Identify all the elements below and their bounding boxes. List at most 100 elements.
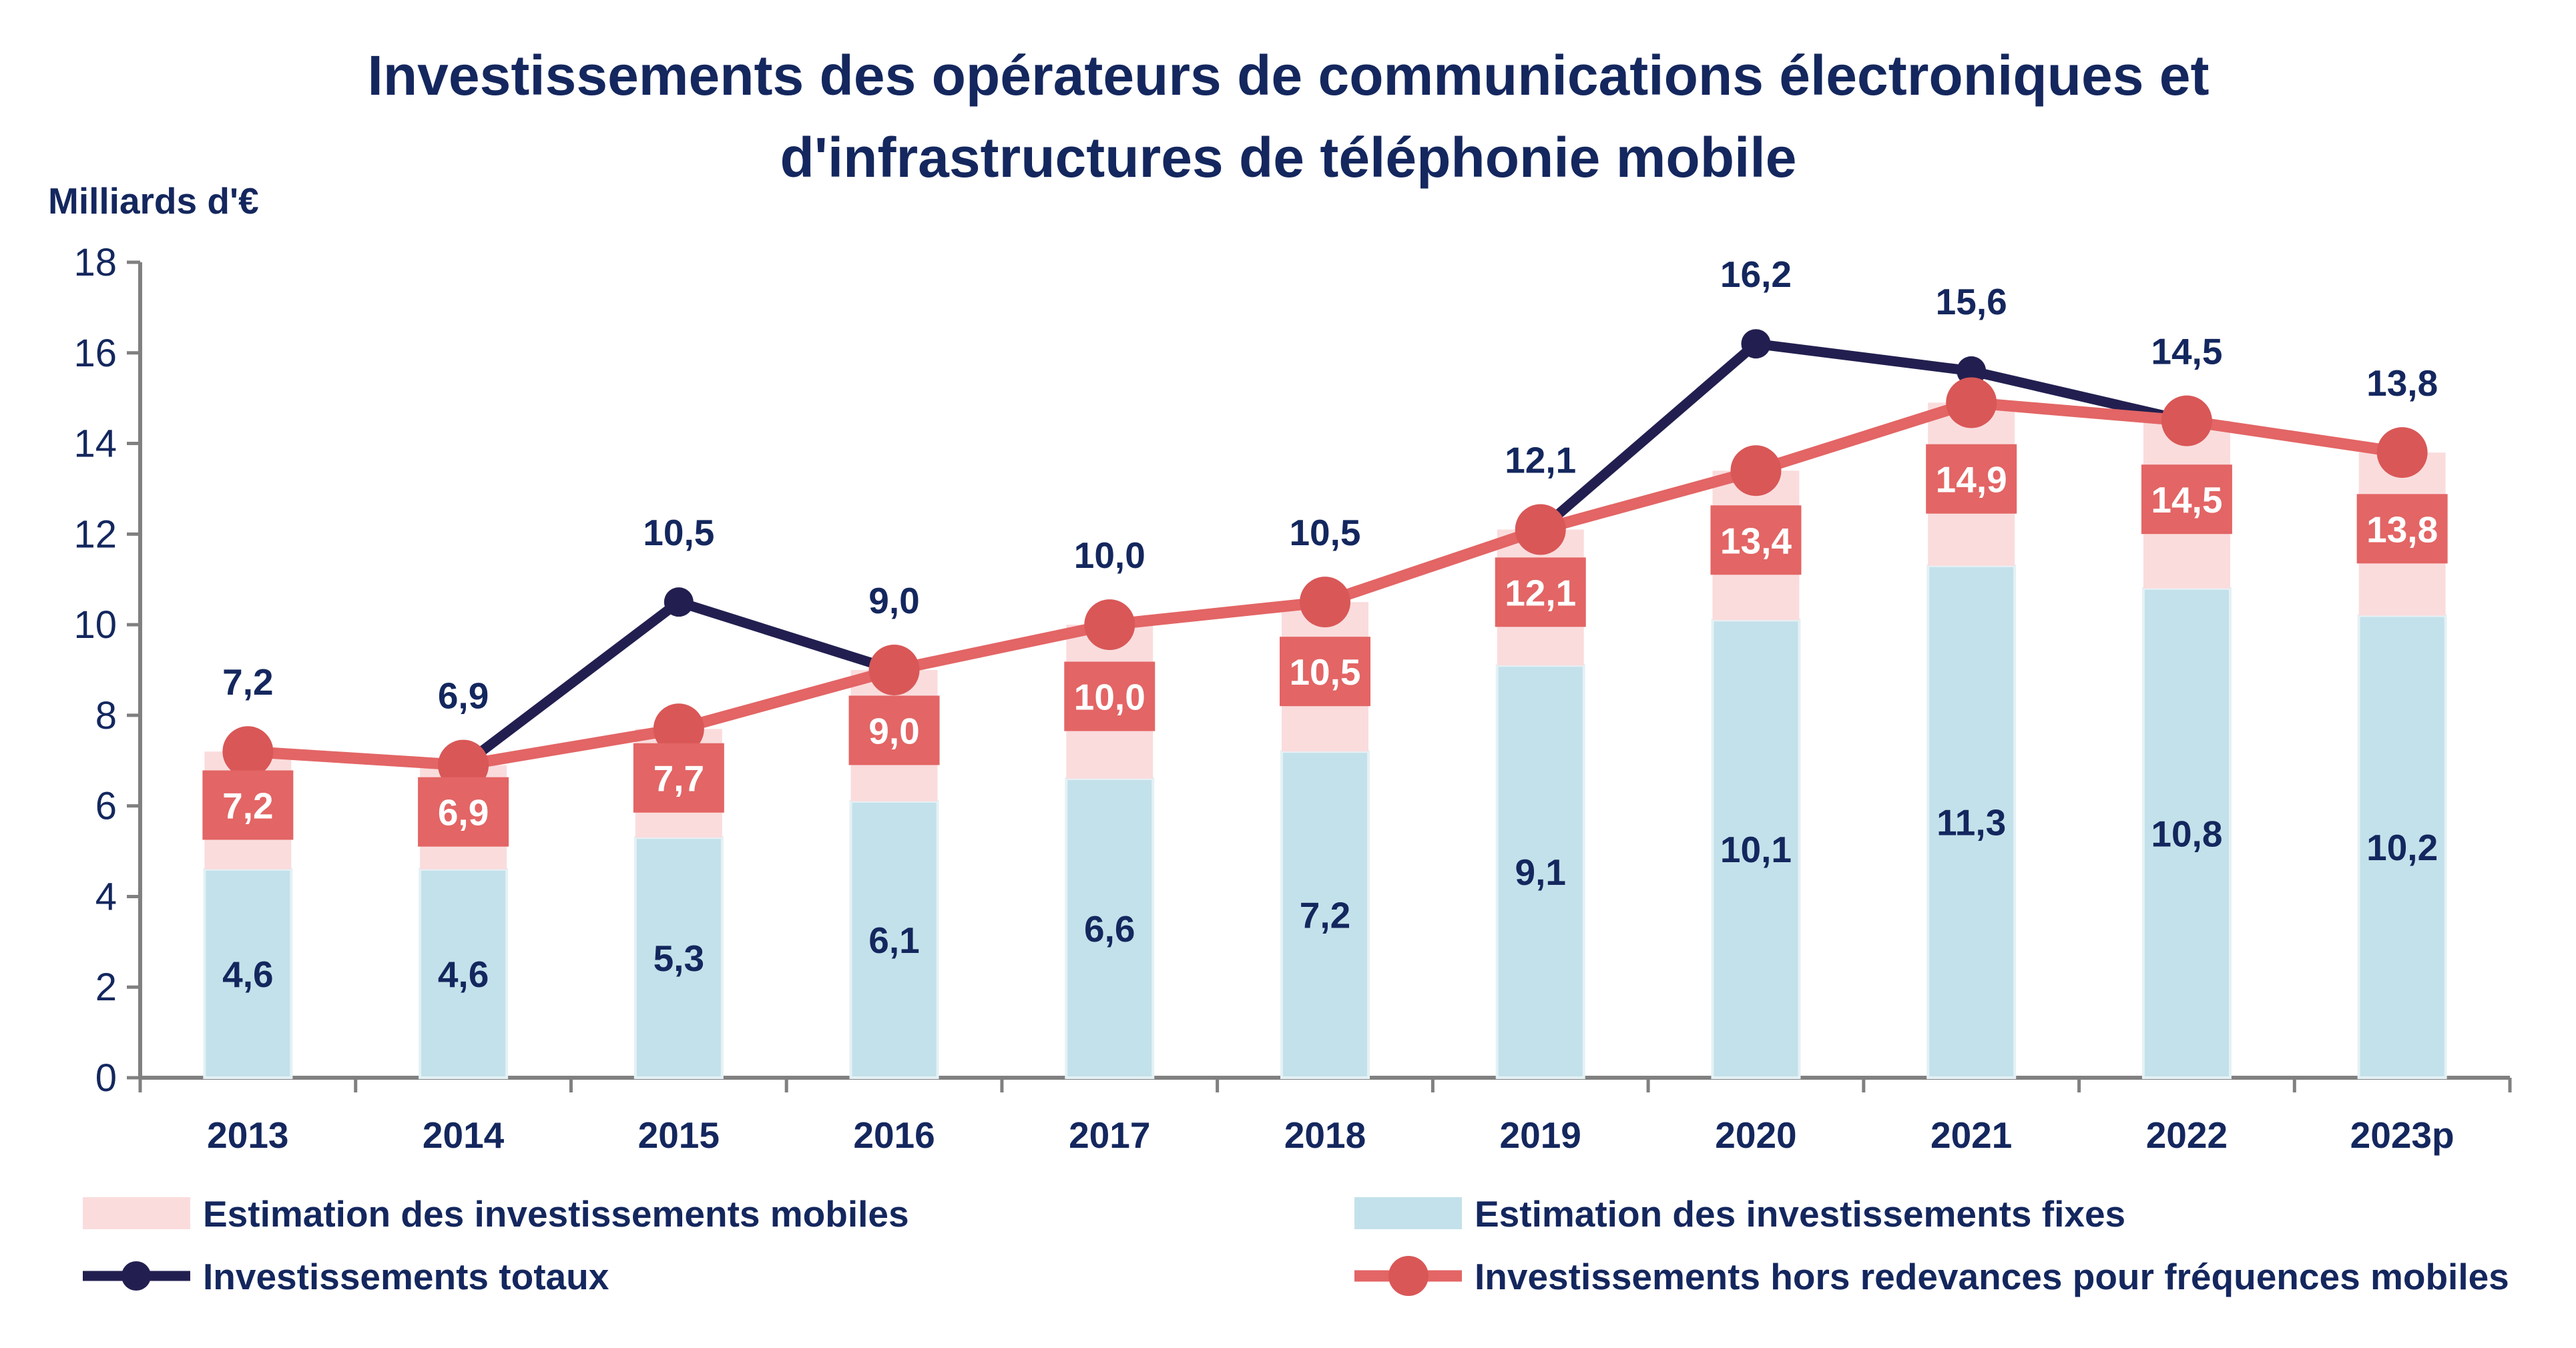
legend-marker-total	[121, 1261, 151, 1291]
hors-data-label: 14,5	[2151, 479, 2222, 521]
hors-label-box	[1926, 444, 2017, 514]
hors-point-2022	[2161, 395, 2212, 446]
hors-point-2021	[1946, 377, 1997, 428]
hors-data-label: 12,1	[1505, 572, 1576, 613]
fixed-data-label: 9,1	[1515, 852, 1565, 893]
hors-label-box	[418, 777, 509, 847]
total-data-label: 16,2	[1720, 254, 1792, 295]
chart-title-line-2: d'infrastructures de téléphonie mobile	[780, 126, 1797, 189]
fixed-data-label: 4,6	[438, 954, 489, 995]
total-data-label: 7,2	[222, 661, 273, 703]
legend-label-hors: Investissements hors redevances pour fré…	[1475, 1256, 2509, 1297]
legend-swatch-mobile	[83, 1197, 190, 1229]
hors-label-box	[2141, 464, 2232, 535]
bar-fixed-2023p	[2357, 614, 2447, 1079]
hors-label-box	[2356, 494, 2448, 564]
fixed-data-label: 6,1	[868, 920, 919, 961]
hors-point-2017	[1084, 599, 1135, 651]
total-data-label: 14,5	[2151, 331, 2222, 372]
legend: Estimation des investissements mobiles Es…	[83, 1193, 2509, 1297]
hors-point-2015	[653, 703, 704, 755]
total-data-label: 10,0	[1074, 535, 1145, 576]
hors-data-label: 10,0	[1074, 677, 1145, 718]
hors-point-2016	[868, 645, 920, 695]
x-tick-label: 2023p	[2350, 1114, 2455, 1156]
fixed-data-label: 6,6	[1084, 908, 1135, 950]
bar-fixed-2014	[419, 868, 509, 1079]
total-data-label: 6,9	[438, 675, 489, 717]
bar-fixed-2018	[1280, 750, 1370, 1079]
hors-point-2023p	[2376, 427, 2428, 478]
bar-fixed-2016	[849, 799, 939, 1080]
hors-point-2013	[222, 726, 274, 777]
x-tick-label: 2013	[207, 1114, 288, 1156]
y-tick-label: 4	[95, 875, 117, 918]
bar-fixed-2021	[1926, 564, 2017, 1079]
hors-label-box	[848, 695, 940, 765]
total-point-2020	[1741, 329, 1771, 359]
x-tick-label: 2020	[1715, 1114, 1796, 1156]
x-tick-label: 2017	[1069, 1114, 1150, 1156]
total-data-label: 12,1	[1505, 440, 1576, 481]
hors-label-box	[1495, 557, 1586, 627]
hors-data-label: 6,9	[438, 792, 489, 833]
hors-label-box	[1710, 505, 1802, 575]
x-tick-label: 2015	[638, 1114, 720, 1156]
legend-swatch-fixed	[1354, 1197, 1462, 1229]
fixed-data-label: 5,3	[654, 938, 704, 979]
total-data-label: 9,0	[868, 580, 919, 621]
x-tick-label: 2016	[853, 1114, 935, 1156]
total-point-2021	[1957, 356, 1987, 386]
bar-fixed-2019	[1495, 664, 1585, 1079]
fixed-data-label: 10,2	[2366, 827, 2438, 868]
x-tick-label: 2021	[1930, 1114, 2012, 1156]
total-data-label: 15,6	[1936, 281, 2007, 322]
y-tick-label: 14	[73, 422, 117, 466]
hors-point-2018	[1300, 577, 1350, 628]
hors-point-2020	[1730, 445, 1782, 496]
hors-label-box	[202, 770, 294, 840]
hors-data-label: 13,4	[1720, 520, 1792, 561]
fixed-data-label: 7,2	[1300, 895, 1350, 936]
y-tick-label: 0	[95, 1056, 117, 1100]
hors-data-label: 9,0	[868, 710, 919, 751]
bar-fixed-2015	[633, 836, 724, 1079]
total-data-label: 13,8	[2366, 362, 2438, 404]
hors-data-label: 10,5	[1289, 651, 1360, 693]
total-data-label: 10,5	[643, 512, 714, 553]
hors-point-2019	[1515, 504, 1566, 555]
fixed-data-label: 10,8	[2151, 813, 2222, 854]
fixed-data-label: 10,1	[1720, 829, 1792, 870]
hors-label-box	[1280, 637, 1370, 707]
legend-marker-hors	[1388, 1256, 1429, 1296]
bar-fixed-2013	[203, 868, 293, 1079]
hors-label-box	[1064, 661, 1155, 731]
x-tick-label: 2014	[423, 1114, 505, 1156]
hors-data-label: 7,7	[654, 758, 704, 799]
hors-label-box	[633, 743, 724, 813]
y-axis-label: Milliards d'€	[48, 180, 259, 222]
bar-fixed-2022	[2141, 587, 2232, 1079]
bar-fixed-2020	[1711, 619, 1801, 1079]
y-tick-label: 2	[95, 966, 117, 1009]
y-tick-label: 6	[95, 785, 117, 828]
y-tick-label: 16	[73, 332, 117, 375]
fixed-data-label: 4,6	[222, 954, 273, 995]
hors-data-label: 13,8	[2366, 509, 2438, 550]
total-point-2015	[664, 587, 694, 617]
legend-label-mobile: Estimation des investissements mobiles	[203, 1193, 909, 1235]
y-tick-label: 18	[73, 241, 117, 284]
legend-label-fixed: Estimation des investissements fixes	[1475, 1193, 2125, 1235]
y-tick-label: 8	[95, 694, 117, 737]
chart-title-line-1: Investissements des opérateurs de commun…	[368, 44, 2210, 107]
x-tick-label: 2018	[1284, 1114, 1366, 1156]
y-tick-label: 10	[73, 603, 117, 647]
hors-data-label: 7,2	[222, 785, 273, 826]
hors-data-label: 14,9	[1936, 459, 2007, 500]
x-tick-label: 2022	[2146, 1114, 2228, 1156]
bar-fixed-2017	[1065, 777, 1155, 1080]
total-data-label: 10,5	[1289, 512, 1360, 553]
fixed-data-label: 11,3	[1937, 801, 2006, 843]
legend-label-total: Investissements totaux	[203, 1256, 609, 1297]
